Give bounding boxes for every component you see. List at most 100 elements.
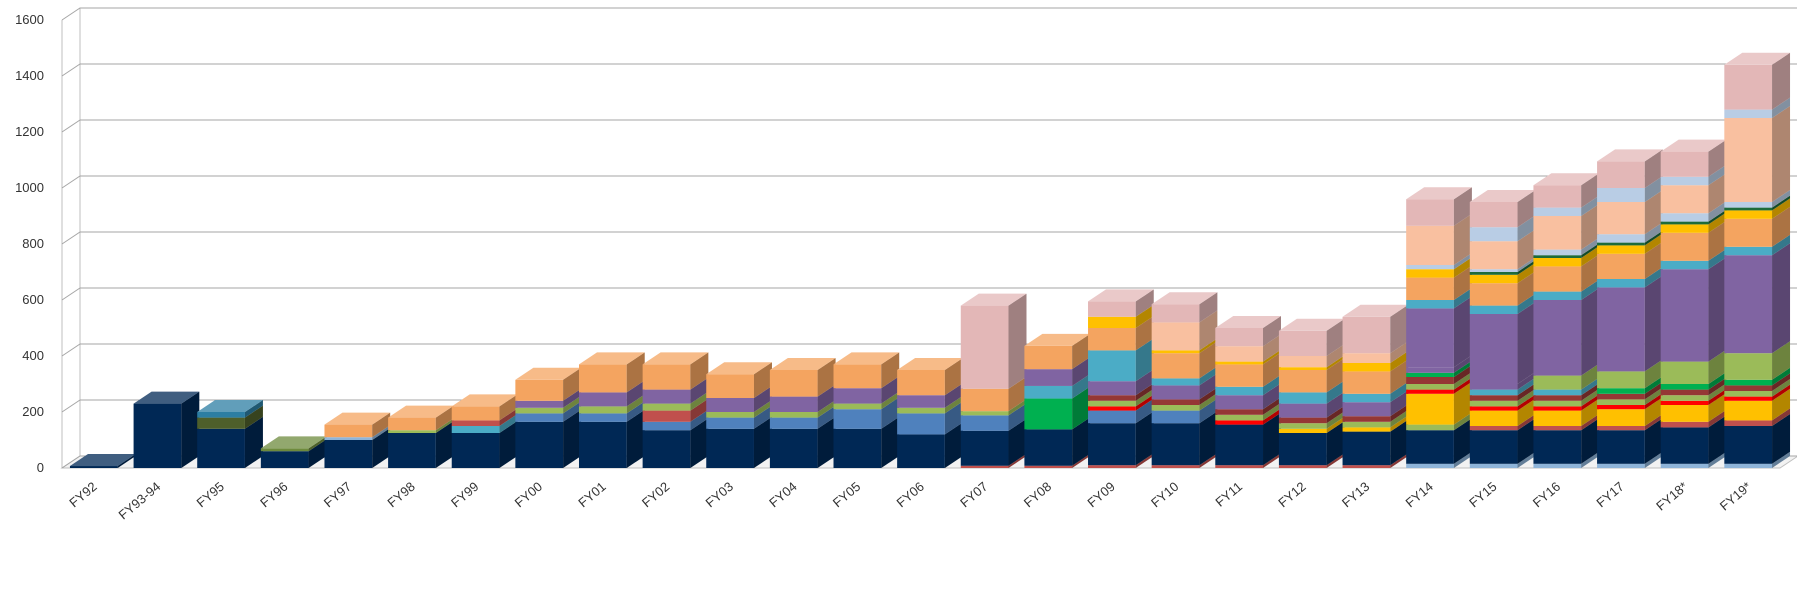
x-tick-label: FY99 (448, 479, 481, 510)
bar-segment (1406, 463, 1454, 468)
bar-segment (1724, 391, 1773, 397)
bar-segment (1724, 210, 1773, 219)
bar-segment (1215, 420, 1264, 425)
bar-segment (1215, 414, 1264, 421)
bar-segment (897, 407, 945, 414)
bar-segment-side (690, 352, 709, 390)
bar-segment (1278, 367, 1327, 370)
bar-segment (706, 417, 754, 429)
y-tick-label: 1000 (15, 180, 44, 195)
bar-segment-side (1708, 257, 1727, 362)
bar-segment-side (1453, 253, 1472, 270)
bar-segment-side (1772, 388, 1791, 421)
bar-segment-side (435, 421, 454, 468)
bar-segment-side (1008, 418, 1027, 466)
bar-segment-side (1326, 391, 1345, 418)
bar-segment (1724, 207, 1773, 211)
bar-segment (515, 379, 564, 401)
bar-fy92 (69, 454, 136, 468)
x-tick-label: FY03 (703, 479, 736, 510)
bar-segment-side (1326, 411, 1345, 429)
bar-segment (1533, 300, 1582, 376)
bar-segment-side (1453, 355, 1472, 373)
bar-segment-side (1453, 451, 1472, 468)
bar-segment (1151, 378, 1200, 386)
bar-segment (1406, 265, 1454, 270)
x-tick-label: FY10 (1148, 479, 1181, 510)
bar-segment (1342, 371, 1391, 394)
bar-segment (1597, 393, 1645, 400)
bar-segment-side (1644, 387, 1663, 405)
bar-segment-side (881, 391, 900, 410)
bar-top-face (197, 400, 263, 412)
bar-segment (1151, 350, 1200, 354)
bar-segment-side (1008, 376, 1027, 412)
x-tick-label: FY08 (1021, 479, 1054, 510)
bar-segment (1088, 400, 1136, 407)
bar-segment-side (1708, 415, 1727, 464)
bar-fy96 (260, 436, 327, 468)
bar-segment-side (1772, 195, 1791, 211)
bar-segment-side (1644, 222, 1663, 243)
bar-fy03 (706, 362, 772, 468)
bar-segment-side (1390, 341, 1409, 363)
bar-segment (1533, 410, 1582, 426)
bar-segment (260, 451, 309, 468)
bar-segment-side (1581, 246, 1600, 267)
bar-segment (1724, 109, 1773, 118)
bar-segment-side (1708, 164, 1727, 186)
bar-segment-side (1581, 377, 1600, 396)
bar-segment-side (1581, 398, 1600, 426)
bar-top-face (897, 358, 963, 370)
bar-segment-side (1708, 248, 1727, 270)
bar-segment-side (1263, 374, 1282, 396)
bar-segment (1278, 330, 1327, 356)
gridline (61, 175, 1797, 189)
bar-segment (1406, 393, 1454, 425)
bar-fy95 (197, 400, 263, 468)
bar-segment-side (372, 428, 391, 468)
bar-segment (1597, 388, 1645, 394)
bar-segment-side (499, 408, 518, 426)
bar-top-face (1724, 52, 1791, 65)
bar-segment (1088, 423, 1136, 466)
bar-top-face (1088, 289, 1154, 302)
bar-segment (1724, 64, 1773, 110)
bar-segment (1215, 361, 1264, 365)
bar-segment-side (1644, 376, 1663, 394)
bar-segment-side (1772, 341, 1791, 380)
bar-segment-side (1453, 288, 1472, 309)
bar-segment (960, 415, 1009, 431)
bar-segment (1597, 399, 1645, 405)
bar-segment-side (944, 422, 963, 468)
bar-segment (1597, 287, 1645, 372)
bar-segment (1088, 465, 1136, 468)
bar-segment (1533, 400, 1582, 407)
bar-segment (1342, 416, 1391, 422)
bar-top-face (324, 412, 391, 425)
bar-segment-side (690, 398, 709, 422)
x-tick-label: FY93-94 (116, 479, 164, 523)
bar-top-face (69, 454, 136, 467)
bar-segment-side (1517, 190, 1536, 228)
bar-segment (1597, 405, 1645, 410)
bar-segment (1024, 465, 1073, 468)
bar-top-face (1342, 304, 1409, 317)
bar-segment (1533, 255, 1582, 258)
bar-segment (578, 421, 627, 468)
x-tick-label: FY11 (1212, 479, 1245, 510)
bar-segment (1660, 232, 1709, 261)
bar-segment (1660, 463, 1709, 468)
bar-segment (1660, 224, 1709, 233)
bar-segment-side (1453, 360, 1472, 377)
bar-segment-side (1581, 237, 1600, 256)
bar-segment (1215, 395, 1264, 410)
bar-segment-side (1199, 373, 1218, 400)
bar-segment-side (1135, 369, 1154, 396)
bar-segment-side (1644, 267, 1663, 288)
bar-segment-side (1072, 333, 1091, 370)
bar-segment-side (626, 380, 645, 407)
bar-fy07 (960, 293, 1027, 468)
x-tick-label: FY06 (893, 479, 926, 510)
